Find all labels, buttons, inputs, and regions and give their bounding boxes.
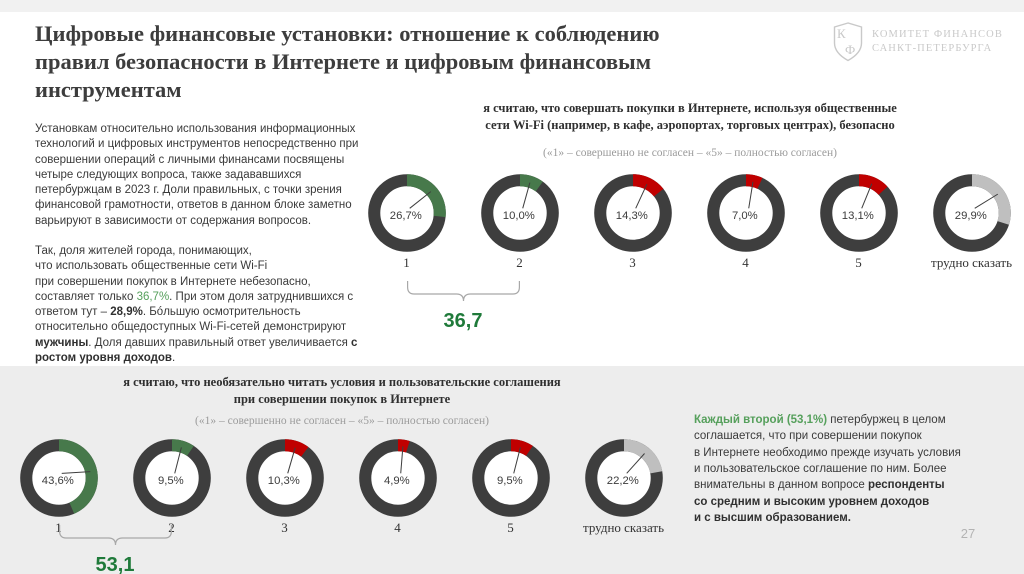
- donut-category-label: 3: [281, 519, 288, 535]
- donut-chart-icon: 29,9%: [932, 173, 1011, 252]
- donut-value-label: 7,0%: [731, 210, 757, 222]
- donut-3: 14,3% 3: [576, 173, 689, 271]
- donut-value-label: 14,3%: [615, 210, 647, 222]
- logo: К Ф КОМИТЕТ ФИНАНСОВ САНКТ-ПЕТЕРБУРГА: [833, 22, 1003, 62]
- donut-3: 10,3% 3: [228, 438, 341, 536]
- donut-chart-icon: 10,0%: [480, 173, 559, 252]
- donut-2: 9,5% 2: [115, 438, 228, 536]
- logo-org-line1: КОМИТЕТ ФИНАНСОВ: [872, 29, 1003, 41]
- donut-category-label: 2: [168, 519, 175, 535]
- chart-subtitle: («1» – совершенно не согласен – «5» – по…: [195, 414, 489, 427]
- bracket-icon: [58, 525, 172, 546]
- donut-2: 10,0% 2: [463, 173, 576, 271]
- donut-category-label: 5: [507, 519, 514, 535]
- donut-chart-icon: 43,6%: [19, 438, 98, 517]
- shield-icon: К Ф: [833, 22, 863, 62]
- chart-subtitle: («1» – совершенно не согласен – «5» – по…: [543, 146, 837, 159]
- user-agreement-chart: я считаю, что необязательно читать услов…: [2, 374, 682, 574]
- donut-value-label: 13,1%: [841, 210, 873, 222]
- conclusion-paragraph: Каждый второй (53,1%) петербуржец в цело…: [694, 414, 961, 524]
- page-title: Цифровые финансовые установки: отношение…: [35, 21, 660, 103]
- logo-text: КОМИТЕТ ФИНАНСОВ САНКТ-ПЕТЕРБУРГА: [872, 28, 1003, 55]
- donut-трудно сказать: 29,9% трудно сказать: [915, 173, 1024, 271]
- donut-chart-icon: 14,3%: [593, 173, 672, 252]
- page-number: 27: [960, 526, 976, 541]
- sum-bracket: 36,7: [406, 281, 520, 333]
- donut-category-label: 4: [742, 254, 749, 270]
- intro-paragraph: Установкам относительно использования ин…: [35, 123, 359, 227]
- donut-chart-icon: 4,9%: [358, 438, 437, 517]
- donut-value-label: 29,9%: [954, 210, 986, 222]
- donut-4: 7,0% 4: [689, 173, 802, 271]
- donut-chart-icon: 10,3%: [245, 438, 324, 517]
- bracket-sum-label: 36,7: [443, 310, 483, 332]
- svg-text:К: К: [837, 26, 846, 41]
- donut-value-label: 9,5%: [496, 475, 522, 487]
- donut-4: 4,9% 4: [341, 438, 454, 536]
- donut-chart-icon: 22,2%: [584, 438, 663, 517]
- donut-value-label: 26,7%: [389, 210, 421, 222]
- sum-bracket: 53,1: [58, 525, 172, 574]
- donut-category-label: трудно сказать: [930, 254, 1012, 270]
- donut-row: 26,7% 1 10,0% 2 14,3% 3 7,0% 4 13,1% 5 29,9% трудно…: [350, 173, 1024, 271]
- donut-5: 13,1% 5: [802, 173, 915, 271]
- donut-category-label: 1: [403, 254, 410, 270]
- donut-1: 43,6% 1: [2, 438, 115, 536]
- donut-chart-icon: 7,0%: [706, 173, 785, 252]
- intro-text-column: Установкам относительно использования ин…: [35, 122, 360, 381]
- donut-трудно сказать: 22,2% трудно сказать: [567, 438, 680, 536]
- wifi-safety-chart: я считаю, что совершать покупки в Интерн…: [350, 100, 1024, 332]
- svg-text:Ф: Ф: [845, 42, 855, 57]
- donut-value-label: 22,2%: [606, 475, 638, 487]
- chart-title: я считаю, что совершать покупки в Интерн…: [483, 101, 897, 132]
- donut-value-label: 4,9%: [383, 475, 409, 487]
- donut-chart-icon: 9,5%: [471, 438, 550, 517]
- donut-value-label: 10,3%: [267, 475, 299, 487]
- donut-5: 9,5% 5: [454, 438, 567, 536]
- bracket-icon: [406, 281, 520, 302]
- donut-chart-icon: 13,1%: [819, 173, 898, 252]
- donut-category-label: трудно сказать: [582, 519, 664, 535]
- chart-title: я считаю, что необязательно читать услов…: [123, 375, 561, 406]
- donut-value-label: 9,5%: [157, 475, 183, 487]
- donut-value-label: 10,0%: [502, 210, 534, 222]
- conclusion-text-column: Каждый второй (53,1%) петербуржец в цело…: [694, 412, 1016, 526]
- donut-category-label: 5: [855, 254, 862, 270]
- donut-chart-icon: 9,5%: [132, 438, 211, 517]
- donut-category-label: 4: [394, 519, 401, 535]
- donut-1: 26,7% 1: [350, 173, 463, 271]
- donut-row: 43,6% 1 9,5% 2 10,3% 3 4,9% 4 9,5% 5 22,2% трудно с…: [2, 438, 682, 536]
- donut-value-label: 43,6%: [41, 475, 73, 487]
- bracket-sum-label: 53,1: [95, 554, 135, 574]
- analysis-paragraph: Так, доля жителей города, понимающих, чт…: [35, 244, 358, 364]
- donut-chart-icon: 26,7%: [367, 173, 446, 252]
- logo-org-line2: САНКТ-ПЕТЕРБУРГА: [872, 43, 993, 54]
- bottom-panel: я считаю, что необязательно читать услов…: [0, 366, 1024, 574]
- top-strip: [0, 0, 1024, 12]
- donut-category-label: 2: [516, 254, 523, 270]
- donut-category-label: 3: [629, 254, 636, 270]
